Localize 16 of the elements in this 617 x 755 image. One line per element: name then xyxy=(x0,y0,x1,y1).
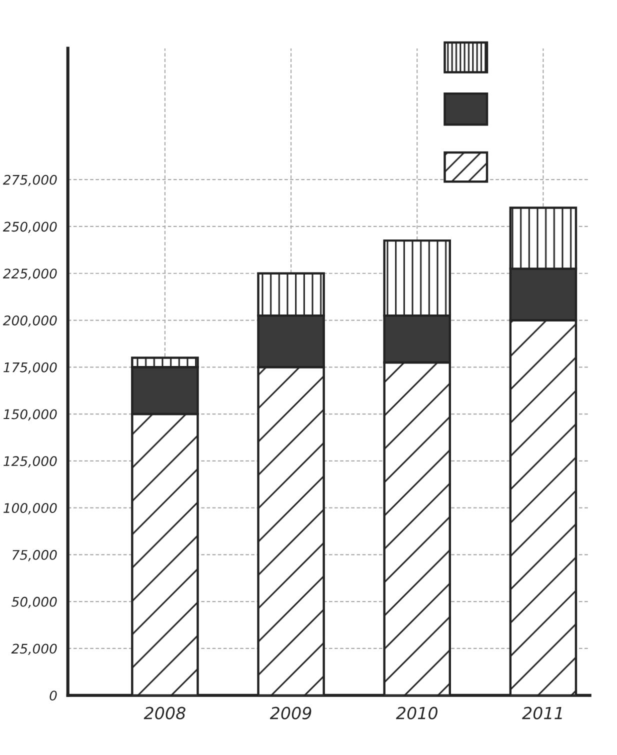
y-tick-label: 275,000 xyxy=(2,174,57,186)
y-tick-label: 0 xyxy=(50,690,57,701)
y-tick-label: 200,000 xyxy=(2,315,57,327)
x-tick-label: 2008 xyxy=(144,706,186,720)
y-tick-label: 150,000 xyxy=(4,409,57,421)
y-tick-label: 225,000 xyxy=(2,268,57,280)
y-tick-label: 250,000 xyxy=(2,222,57,234)
x-tick-label: 2011 xyxy=(522,706,562,720)
y-tick-label: 50,000 xyxy=(12,596,57,608)
y-tick-label: 175,000 xyxy=(4,362,57,374)
x-tick-label: 2010 xyxy=(396,706,438,720)
y-tick-label: 100,000 xyxy=(4,503,57,514)
y-tick-label: 125,000 xyxy=(4,456,57,468)
x-tick-label: 2009 xyxy=(270,706,312,720)
y-tick-label: 75,000 xyxy=(12,550,57,562)
y-tick-label: 25,000 xyxy=(11,644,57,656)
